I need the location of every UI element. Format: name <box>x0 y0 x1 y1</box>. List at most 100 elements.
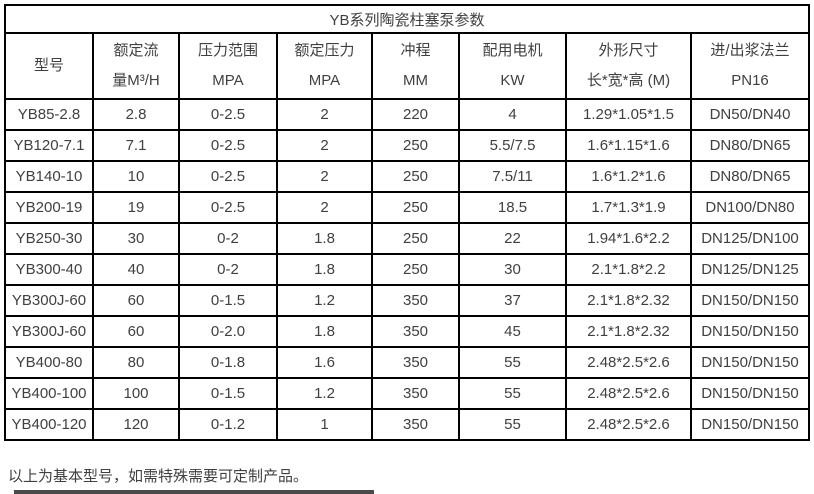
col-header-rated-pressure: 额定压力 MPA <box>276 32 373 100</box>
col-header-dimensions-line2: 长*宽*高 (M) <box>586 72 671 89</box>
table-cell: 350 <box>371 315 460 348</box>
table-cell: 0-2.5 <box>178 129 278 162</box>
table-cell: 0-2 <box>178 222 278 255</box>
table-cell: 1.7*1.3*1.9 <box>565 191 692 224</box>
pump-spec-table: YB系列陶瓷柱塞泵参数 型号 额定流 量M³/H 压力范围 MPA 额定压力 M… <box>3 4 811 441</box>
table-cell: 250 <box>371 160 460 193</box>
table-cell: 55 <box>458 408 567 441</box>
table-cell: 0-1.5 <box>178 284 278 317</box>
table-cell: 30 <box>458 253 567 286</box>
table-cell: 350 <box>371 346 460 379</box>
table-cell: 250 <box>371 253 460 286</box>
table-cell: YB300J-60 <box>4 315 94 348</box>
table-cell: 350 <box>371 377 460 410</box>
table-cell: 1.8 <box>276 315 373 348</box>
table-cell: 1.6 <box>276 346 373 379</box>
table-cell: 1.94*1.6*2.2 <box>565 222 692 255</box>
table-cell: 120 <box>92 408 180 441</box>
table-cell: 1.2 <box>276 377 373 410</box>
table-cell: DN150/DN150 <box>689 315 811 348</box>
table-cell: 0-1.8 <box>178 346 278 379</box>
col-header-stroke-line2: MM <box>403 72 428 89</box>
table-row: YB400-80 80 0-1.8 1.6 350 55 2.48*2.5*2.6 DN150… <box>4 346 811 379</box>
col-header-stroke: 冲程 MM <box>371 32 460 100</box>
col-header-motor-power-line1: 配用电机 <box>482 42 543 59</box>
table-cell: 2.48*2.5*2.6 <box>565 408 692 441</box>
table-cell: 1.6*1.2*1.6 <box>565 160 692 193</box>
table-cell: YB200-19 <box>4 191 94 224</box>
col-header-rated-pressure-line1: 额定压力 <box>294 42 355 59</box>
table-cell: DN100/DN80 <box>689 191 811 224</box>
table-cell: 2.8 <box>92 98 180 131</box>
table-cell: DN80/DN65 <box>689 129 811 162</box>
col-header-flange: 进/出浆法兰 PN16 <box>689 32 811 100</box>
table-cell: 55 <box>458 377 567 410</box>
table-cell: 2 <box>276 191 373 224</box>
table-cell: DN50/DN40 <box>689 98 811 131</box>
table-cell: 30 <box>92 222 180 255</box>
table-cell: 2.1*1.8*2.2 <box>565 253 692 286</box>
col-header-motor-power: 配用电机 KW <box>458 32 567 100</box>
col-header-dimensions: 外形尺寸 长*宽*高 (M) <box>565 32 692 100</box>
table-cell: 2 <box>276 160 373 193</box>
col-header-model: 型号 <box>4 32 94 100</box>
table-cell: 250 <box>371 129 460 162</box>
table-cell: 19 <box>92 191 180 224</box>
table-cell: DN125/DN100 <box>689 222 811 255</box>
table-cell: 350 <box>371 284 460 317</box>
table-row: YB85-2.8 2.8 0-2.5 2 220 4 1.29*1.05*1.5 DN50/D… <box>4 98 811 131</box>
table-cell: 4 <box>458 98 567 131</box>
table-cell: YB300J-60 <box>4 284 94 317</box>
table-cell: 2 <box>276 129 373 162</box>
col-header-rated-pressure-line2: MPA <box>308 72 341 89</box>
table-cell: DN150/DN150 <box>689 346 811 379</box>
table-cell: 0-2.0 <box>178 315 278 348</box>
col-header-dimensions-line1: 外形尺寸 <box>598 42 659 59</box>
col-header-flange-line1: 进/出浆法兰 <box>710 42 790 59</box>
table-cell: 10 <box>92 160 180 193</box>
table-cell: 1 <box>276 408 373 441</box>
table-cell: YB120-7.1 <box>4 129 94 162</box>
table-row: YB300J-60 60 0-1.5 1.2 350 37 2.1*1.8*2.32 DN15… <box>4 284 811 317</box>
table-cell: 1.29*1.05*1.5 <box>565 98 692 131</box>
table-cell: DN150/DN150 <box>689 377 811 410</box>
table-cell: 37 <box>458 284 567 317</box>
table-cell: 0-1.5 <box>178 377 278 410</box>
table-cell: 2 <box>276 98 373 131</box>
table-cell: 45 <box>458 315 567 348</box>
table-cell: 2.48*2.5*2.6 <box>565 377 692 410</box>
table-cell: 1.8 <box>276 222 373 255</box>
table-cell: DN150/DN150 <box>689 408 811 441</box>
col-header-flange-line2: PN16 <box>731 72 769 89</box>
table-cell: 80 <box>92 346 180 379</box>
table-cell: 60 <box>92 315 180 348</box>
table-cell: YB140-10 <box>4 160 94 193</box>
table-cell: 0-2.5 <box>178 98 278 131</box>
col-header-rated-flow: 额定流 量M³/H <box>92 32 180 100</box>
table-cell: 250 <box>371 222 460 255</box>
table-row: YB300J-60 60 0-2.0 1.8 350 45 2.1*1.8*2.32 DN15… <box>4 315 811 348</box>
table-row: YB140-10 10 0-2.5 2 250 7.5/11 1.6*1.2*1.6 DN80… <box>4 160 811 193</box>
table-cell: 1.6*1.15*1.6 <box>565 129 692 162</box>
table-body: YB85-2.8 2.8 0-2.5 2 220 4 1.29*1.05*1.5 DN50/D… <box>4 98 811 441</box>
table-cell: 7.5/11 <box>458 160 567 193</box>
table-cell: 2.48*2.5*2.6 <box>565 346 692 379</box>
col-header-rated-flow-line1: 额定流 <box>113 42 159 59</box>
table-cell: 2.1*1.8*2.32 <box>565 315 692 348</box>
table-cell: 40 <box>92 253 180 286</box>
table-cell: YB400-120 <box>4 408 94 441</box>
table-cell: 22 <box>458 222 567 255</box>
table-cell: 60 <box>92 284 180 317</box>
table-row: YB200-19 19 0-2.5 2 250 18.5 1.7*1.3*1.9 DN100/… <box>4 191 811 224</box>
table-cell: 220 <box>371 98 460 131</box>
table-cell: YB400-100 <box>4 377 94 410</box>
col-header-stroke-line1: 冲程 <box>400 42 431 59</box>
clipped-bottom-text-top <box>14 490 374 494</box>
table-cell: DN125/DN125 <box>689 253 811 286</box>
table-row: YB250-30 30 0-2 1.8 250 22 1.94*1.6*2.2 DN125/D… <box>4 222 811 255</box>
table-cell: 18.5 <box>458 191 567 224</box>
table-cell: 2.1*1.8*2.32 <box>565 284 692 317</box>
table-cell: 7.1 <box>92 129 180 162</box>
table-cell: 1.8 <box>276 253 373 286</box>
table-cell: 100 <box>92 377 180 410</box>
